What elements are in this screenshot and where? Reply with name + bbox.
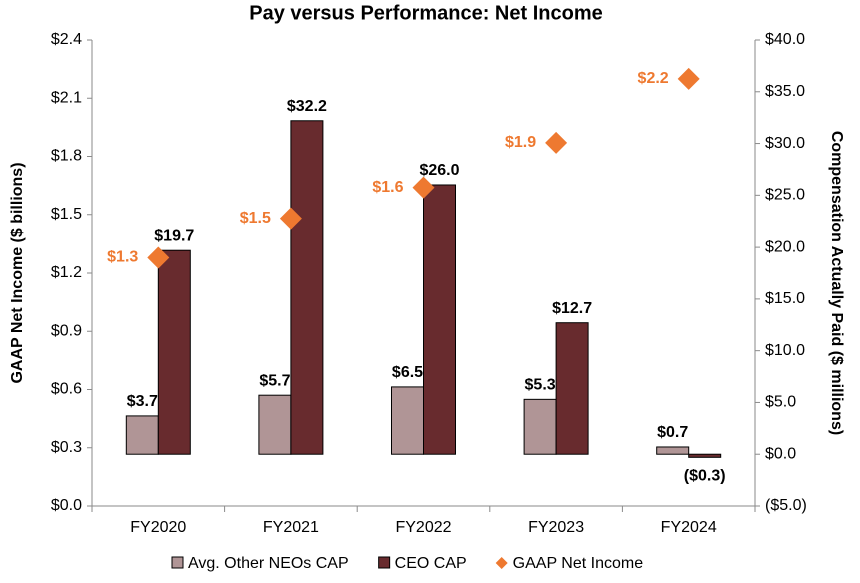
y2-tick-label: $5.0 (765, 394, 796, 411)
data-label: $1.6 (372, 179, 403, 196)
data-label: ($0.3) (684, 467, 726, 484)
bar (423, 184, 456, 455)
data-label: $1.9 (505, 134, 536, 151)
y-tick-label: $0.6 (51, 381, 82, 398)
legend-label: GAAP Net Income (513, 555, 644, 572)
data-label: $5.7 (259, 372, 290, 389)
chart-title: Pay versus Performance: Net Income (249, 2, 603, 24)
bar (125, 415, 159, 455)
y2-tick-label: $30.0 (765, 135, 805, 152)
y2-tick-label: $15.0 (765, 290, 805, 307)
y-tick-label: $0.0 (51, 497, 82, 514)
y2-tick-label: $0.0 (765, 445, 796, 462)
y2-tick-label: $35.0 (765, 83, 805, 100)
x-tick-label: FY2021 (263, 519, 319, 536)
bar (290, 120, 324, 455)
y-axis-title: GAAP Net Income ($ billions) (9, 162, 26, 383)
data-label: $6.5 (392, 364, 423, 381)
data-label: $19.7 (154, 227, 194, 244)
data-label: $0.7 (657, 424, 688, 441)
legend-swatch (378, 556, 391, 569)
y2-tick-label: $10.0 (765, 342, 805, 359)
marker (545, 131, 568, 154)
bar (523, 398, 557, 455)
y2-axis-title: Compensation Actually Paid ($ millions) (828, 131, 845, 435)
y2-tick-label: $20.0 (765, 238, 805, 255)
y2-tick-label: $25.0 (765, 187, 805, 204)
y2-tick-label: $40.0 (765, 31, 805, 48)
marker (677, 67, 700, 90)
data-label: $32.2 (287, 98, 327, 115)
y-tick-label: $0.9 (51, 322, 82, 339)
x-tick-label: FY2020 (130, 519, 186, 536)
x-tick-label: FY2022 (395, 519, 451, 536)
legend-label: Avg. Other NEOs CAP (188, 555, 349, 572)
legend-swatch (171, 556, 184, 569)
data-label: $5.3 (525, 377, 556, 394)
marker (279, 207, 302, 230)
data-label: $12.7 (552, 300, 592, 317)
bar (656, 446, 690, 455)
data-label: $26.0 (419, 162, 459, 179)
x-tick-label: FY2024 (661, 519, 717, 536)
data-label: $3.7 (127, 393, 158, 410)
data-label: $1.5 (240, 210, 271, 227)
y-tick-label: $2.1 (51, 89, 82, 106)
data-label: $1.3 (107, 249, 138, 266)
y2-tick-label: ($5.0) (765, 497, 807, 514)
legend-swatch (495, 557, 508, 569)
y-tick-label: $0.3 (51, 439, 82, 456)
data-label: $2.2 (638, 70, 669, 87)
bar (258, 394, 292, 455)
y-tick-label: $1.2 (51, 264, 82, 281)
y-tick-label: $1.5 (51, 206, 82, 223)
bar (391, 386, 424, 455)
bar (555, 322, 589, 455)
y-tick-label: $1.8 (51, 148, 82, 165)
bar (157, 249, 191, 455)
legend-label: CEO CAP (395, 555, 467, 572)
bar (688, 453, 722, 458)
y-tick-label: $2.4 (51, 31, 82, 48)
marker (147, 246, 170, 269)
x-tick-label: FY2023 (528, 519, 584, 536)
marker (412, 176, 435, 199)
